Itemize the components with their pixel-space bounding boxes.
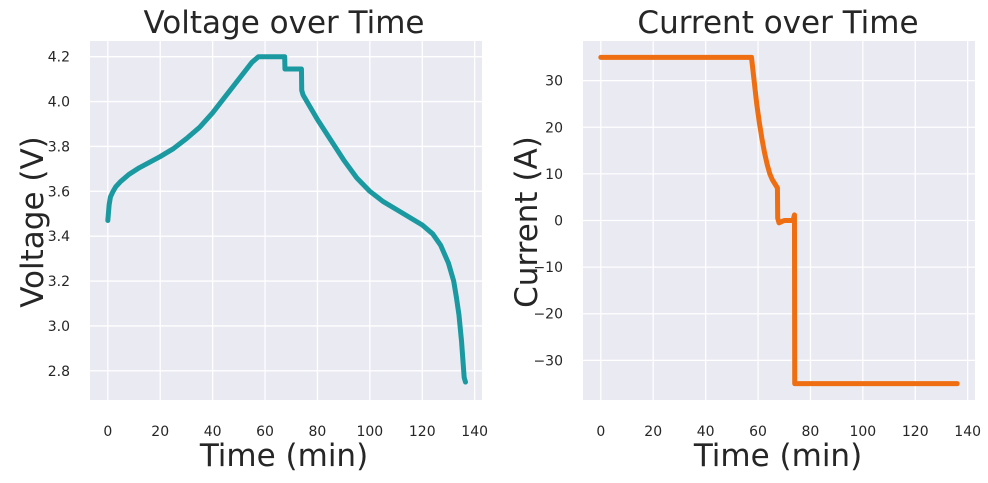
voltage-y-tick-label: 3.6 <box>48 184 70 200</box>
voltage-chart-title: Voltage over Time <box>144 5 425 41</box>
voltage-x-tick-label: 60 <box>256 424 274 440</box>
voltage-x-tick-label: 140 <box>461 424 488 440</box>
current-x-tick-label: 100 <box>849 424 876 440</box>
current-x-tick-label: 60 <box>749 424 767 440</box>
voltage-grid <box>90 41 482 400</box>
current-series-line <box>598 54 960 387</box>
current-y-axis-label: Current (A) <box>509 136 545 308</box>
voltage-x-tick-label: 0 <box>103 424 112 440</box>
current-y-tick-label: 20 <box>545 120 563 136</box>
voltage-x-tick-label: 20 <box>151 424 169 440</box>
current-x-tick-label: 0 <box>596 424 605 440</box>
current-y-tick-label: −10 <box>533 260 563 276</box>
voltage-y-tick-label: 2.8 <box>48 364 70 380</box>
current-x-tick-label: 20 <box>644 424 662 440</box>
voltage-y-tick-label: 3.4 <box>48 229 70 245</box>
current-grid <box>583 41 975 400</box>
voltage-plot-area <box>90 41 482 400</box>
current-y-tick-label: −20 <box>533 307 563 323</box>
voltage-x-tick-label: 40 <box>204 424 222 440</box>
current-y-tick-label: −30 <box>533 353 563 369</box>
current-y-tick-label: 30 <box>545 74 563 90</box>
current-x-tick-label: 40 <box>697 424 715 440</box>
current-x-ticks: 0 20 40 60 80 100 120 140 <box>596 424 981 440</box>
current-x-tick-label: 120 <box>902 424 929 440</box>
current-x-tick-label: 140 <box>954 424 981 440</box>
current-chart: 0 20 40 60 80 100 120 140 −30 −20 −10 0 10 20 30 Curr… <box>509 5 981 474</box>
voltage-x-axis-label: Time (min) <box>199 438 368 474</box>
current-x-axis-label: Time (min) <box>693 438 862 474</box>
voltage-y-tick-label: 3.0 <box>48 319 70 335</box>
current-y-ticks: −30 −20 −10 0 10 20 30 <box>533 74 563 370</box>
voltage-series-line <box>105 54 468 385</box>
current-chart-title: Current over Time <box>637 5 918 41</box>
voltage-x-ticks: 0 20 40 60 80 100 120 140 <box>103 424 488 440</box>
voltage-y-axis-label: Voltage (V) <box>15 136 51 308</box>
current-y-tick-label: 10 <box>545 167 563 183</box>
voltage-y-tick-label: 4.2 <box>48 50 70 66</box>
voltage-x-tick-label: 100 <box>356 424 383 440</box>
current-y-tick-label: 0 <box>554 214 563 230</box>
voltage-chart: 0 20 40 60 80 100 120 140 2.8 3.0 3.2 3.4 3.6 3.8 4.0… <box>15 5 488 474</box>
voltage-y-ticks: 2.8 3.0 3.2 3.4 3.6 3.8 4.0 4.2 <box>48 50 70 380</box>
current-x-tick-label: 80 <box>802 424 820 440</box>
voltage-x-tick-label: 80 <box>309 424 327 440</box>
voltage-y-tick-label: 4.0 <box>48 95 70 111</box>
voltage-x-tick-label: 120 <box>409 424 436 440</box>
voltage-y-tick-label: 3.8 <box>48 139 70 155</box>
voltage-y-tick-label: 3.2 <box>48 274 70 290</box>
